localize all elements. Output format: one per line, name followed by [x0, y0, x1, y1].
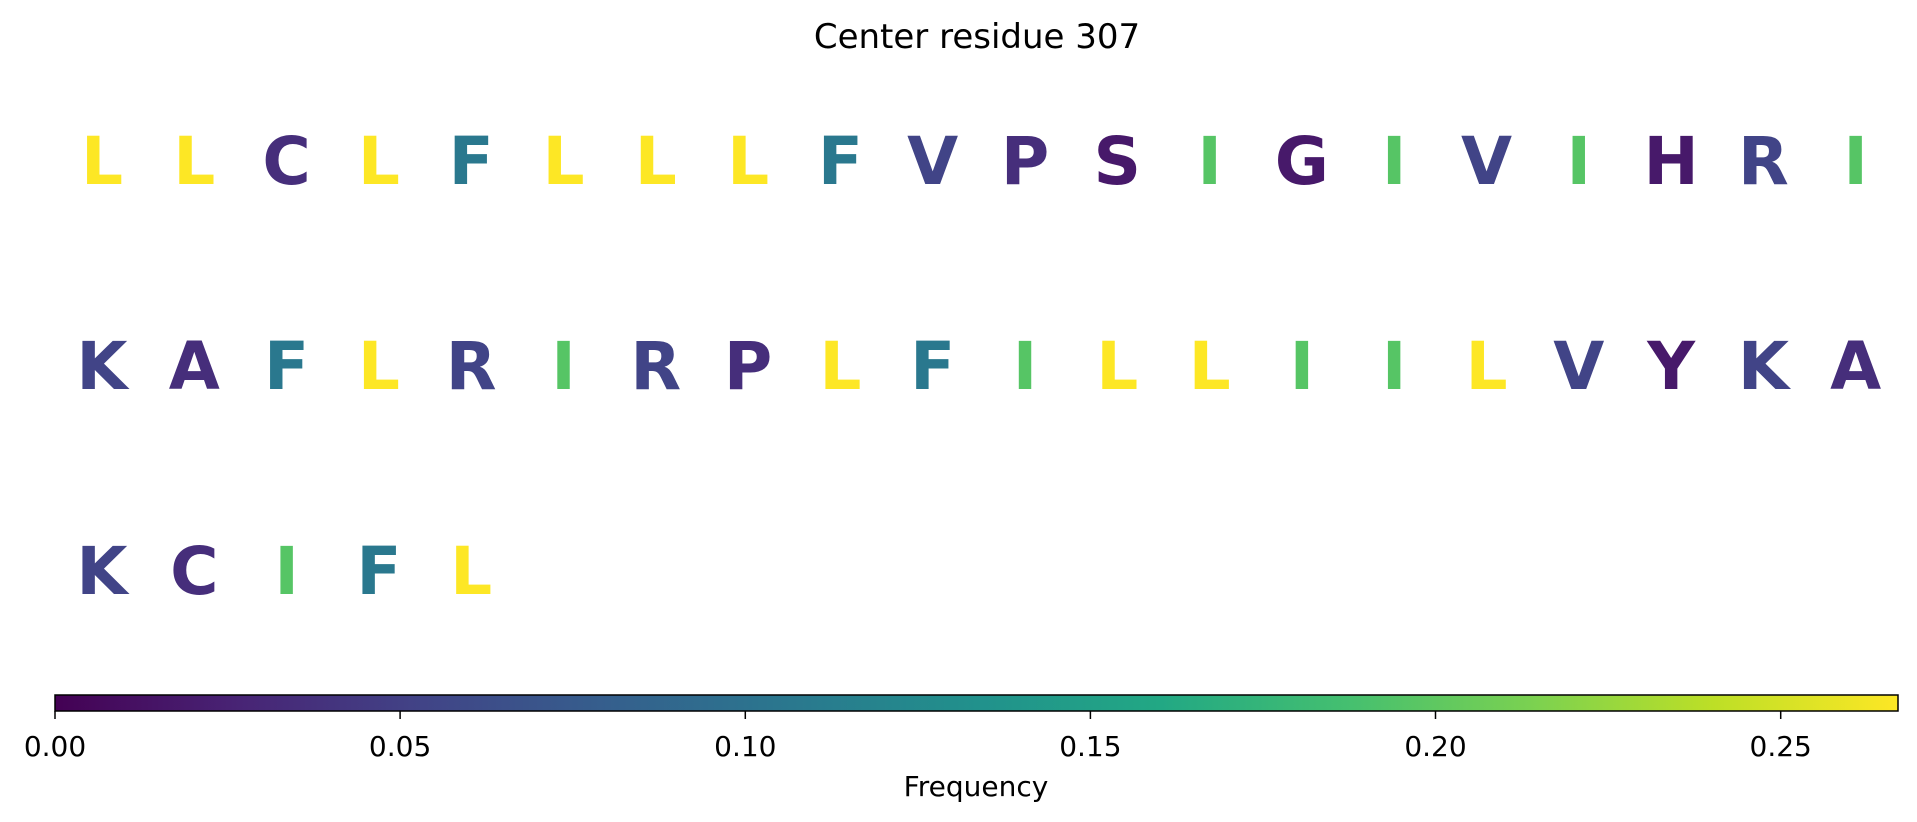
residue-letter: C — [262, 123, 310, 200]
residue-letter: R — [446, 328, 497, 405]
residue-grid: L L C L F L L L F V P S I G I V I H R IK A F L R I R P L F I L L I I L V Y K A… — [76, 123, 1881, 610]
residue-letter: F — [910, 328, 955, 405]
residue-letter: F — [264, 328, 309, 405]
colorbar-label: Frequency — [904, 770, 1049, 803]
residue-letter: I — [551, 328, 576, 405]
residue-letter: L — [358, 328, 400, 405]
residue-letter: F — [449, 123, 494, 200]
residue-letter: R — [1738, 123, 1789, 200]
residue-letter: L — [542, 123, 584, 200]
residue-letter: V — [1553, 328, 1604, 405]
residue-letter: L — [635, 123, 677, 200]
colorbar-tick-label: 0.05 — [369, 730, 431, 763]
residue-letter: V — [1461, 123, 1512, 200]
residue-letter: K — [76, 328, 130, 405]
residue-letter: L — [358, 123, 400, 200]
residue-letter: L — [173, 123, 215, 200]
residue-letter: L — [450, 533, 492, 610]
residue-letter: P — [1001, 123, 1049, 200]
colorbar-tick-label: 0.25 — [1750, 730, 1812, 763]
residue-letter: I — [1290, 328, 1315, 405]
residue-letter: H — [1643, 123, 1698, 200]
colorbar-tick-label: 0.00 — [24, 730, 86, 763]
residue-letter: K — [1738, 328, 1792, 405]
colorbar-tick-label: 0.15 — [1059, 730, 1121, 763]
colorbar: 0.00 0.05 0.10 0.15 0.20 0.25 Frequency — [24, 694, 1899, 803]
residue-letter: G — [1275, 123, 1329, 200]
colorbar-gradient — [54, 694, 1899, 712]
residue-letter: L — [819, 328, 861, 405]
residue-letter: P — [724, 328, 772, 405]
residue-letter: I — [1843, 123, 1868, 200]
residue-letter: Y — [1646, 328, 1696, 405]
residue-letter: L — [81, 123, 123, 200]
residue-letter: R — [630, 328, 681, 405]
residue-letter: L — [1465, 328, 1507, 405]
residue-letter: A — [1830, 328, 1881, 405]
residue-letter: S — [1094, 123, 1142, 200]
residue-letter: L — [727, 123, 769, 200]
residue-letter: A — [169, 328, 220, 405]
colorbar-tick-label: 0.20 — [1404, 730, 1466, 763]
residue-letter: I — [1567, 123, 1592, 200]
residue-letter: C — [170, 533, 218, 610]
colorbar-ticks: 0.00 0.05 0.10 0.15 0.20 0.25 — [24, 711, 1812, 763]
residue-letter: F — [356, 533, 401, 610]
residue-letter: L — [1096, 328, 1138, 405]
chart-title: Center residue 307 — [814, 17, 1140, 57]
residue-letter: V — [907, 123, 958, 200]
residue-letter: I — [274, 533, 299, 610]
residue-letter: K — [76, 533, 130, 610]
residue-letter: F — [818, 123, 863, 200]
residue-letter: I — [1382, 123, 1407, 200]
residue-letter: I — [1382, 328, 1407, 405]
residue-letter: I — [1197, 123, 1222, 200]
colorbar-tick-label: 0.10 — [714, 730, 776, 763]
residue-letter: I — [1013, 328, 1038, 405]
residue-letter: L — [1189, 328, 1231, 405]
